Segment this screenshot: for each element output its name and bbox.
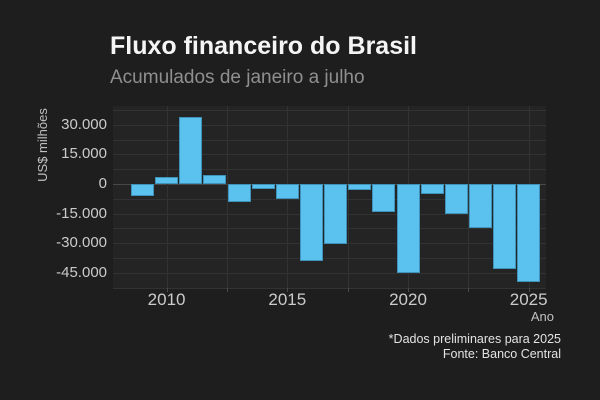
bar-2022 — [444, 184, 468, 215]
v-gridline — [468, 106, 470, 288]
x-tick-label: 2015 — [268, 290, 307, 309]
y-tick-label: -30.000 — [56, 234, 107, 252]
footnote-note: *Dados preliminares para 2025 — [388, 332, 561, 346]
x-tick-mark — [287, 288, 289, 292]
plot-area — [113, 106, 546, 289]
x-tick-mark — [166, 288, 168, 292]
bar-2023 — [469, 184, 492, 229]
bar-2014 — [251, 184, 275, 190]
v-gridline — [227, 106, 228, 288]
bar-2009 — [131, 184, 154, 197]
bar-2025 — [517, 184, 541, 283]
v-gridline — [166, 106, 168, 288]
h-gridline — [113, 287, 546, 289]
footnote: *Dados preliminares para 2025 Fonte: Ban… — [261, 332, 561, 361]
y-tick-label: -45.000 — [56, 263, 107, 281]
bar-2021 — [420, 184, 444, 194]
h-gridline — [113, 110, 546, 111]
bar-2013 — [227, 184, 251, 202]
footnote-source: Fonte: Banco Central — [442, 346, 561, 361]
chart-title: Fluxo financeiro do Brasil — [110, 32, 417, 60]
y-tick-label: -15.000 — [56, 204, 107, 222]
h-gridline — [113, 169, 546, 171]
chart-subtitle: Acumulados de janeiro a julho — [110, 67, 365, 88]
x-tick-mark — [347, 288, 349, 292]
y-tick-label: 30.000 — [61, 115, 107, 133]
bar-2015 — [275, 184, 299, 199]
bar-2018 — [348, 184, 372, 190]
v-gridline — [347, 106, 349, 288]
bar-2024 — [493, 184, 517, 270]
h-gridline — [113, 154, 546, 156]
h-gridline — [113, 139, 546, 141]
y-tick-label: 15.000 — [61, 145, 107, 163]
x-tick-mark — [528, 288, 530, 292]
h-gridline — [113, 124, 546, 126]
bar-2017 — [324, 184, 348, 245]
h-gridline — [113, 272, 546, 274]
x-tick-mark — [408, 288, 409, 292]
h-gridline — [113, 258, 546, 259]
y-tick-label: 0 — [98, 175, 107, 192]
bar-2010 — [155, 176, 179, 184]
bar-2020 — [396, 184, 420, 274]
bar-2019 — [372, 184, 396, 212]
x-tick-mark — [468, 288, 470, 292]
x-tick-label: 2025 — [509, 290, 548, 309]
bar-2016 — [300, 184, 323, 261]
x-tick-mark — [227, 288, 228, 292]
bar-2012 — [203, 174, 227, 184]
x-tick-label: 2020 — [389, 290, 427, 309]
x-axis-title: Ano — [530, 309, 554, 324]
bar-2011 — [179, 117, 203, 184]
x-tick-label: 2010 — [147, 290, 186, 309]
